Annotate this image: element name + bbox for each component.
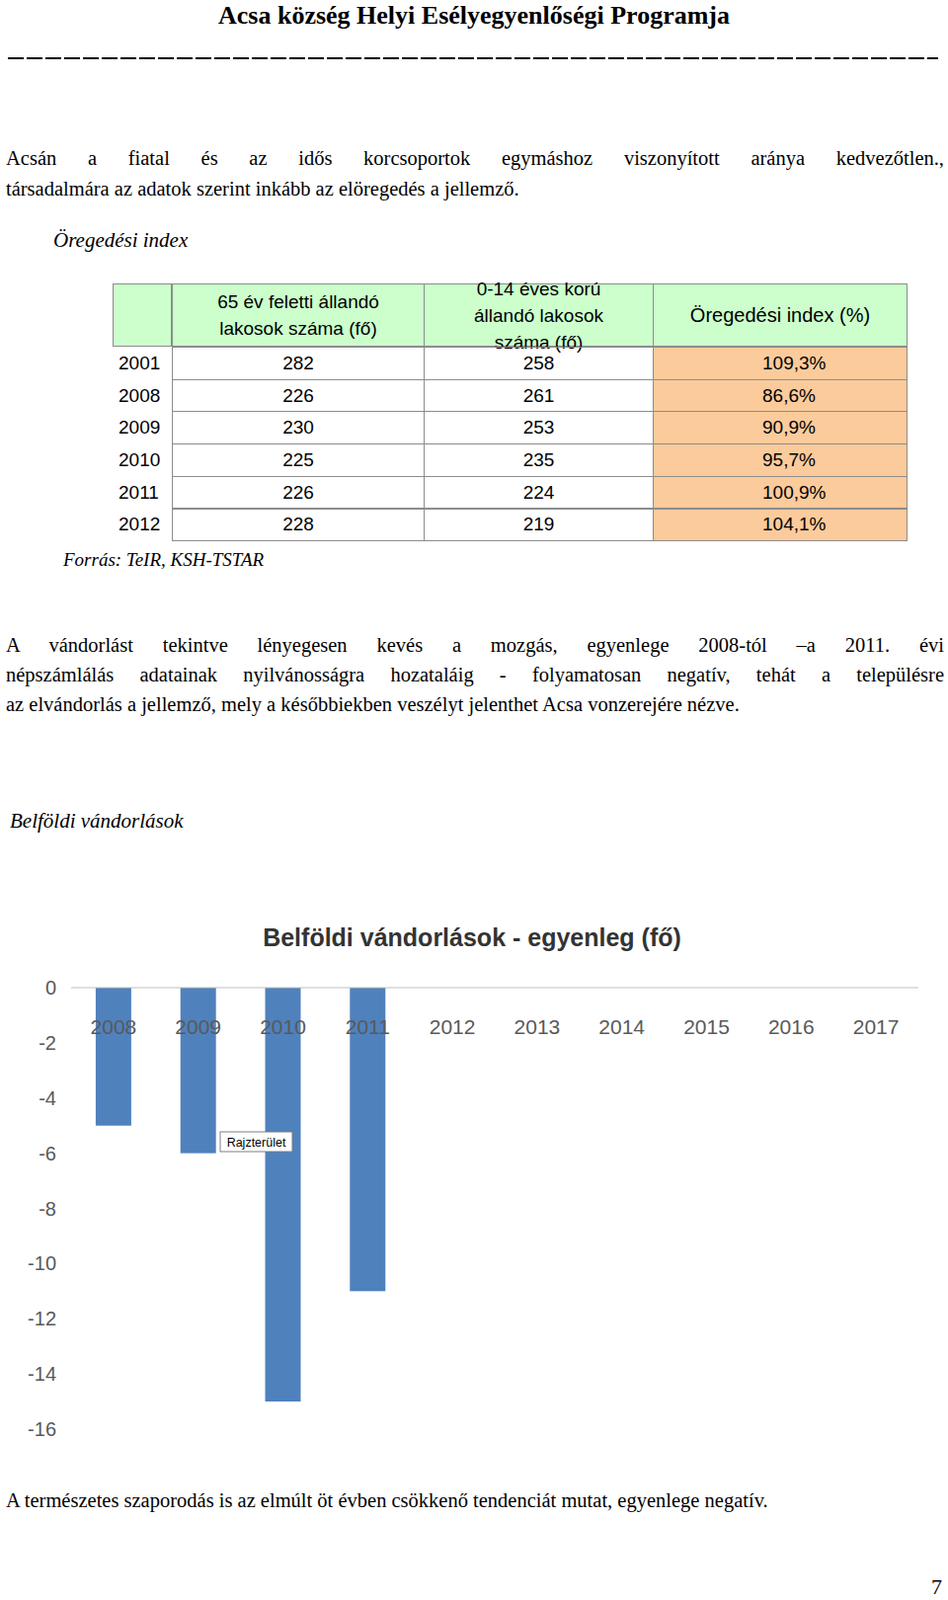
- table-header-cell: Öregedési index (%): [652, 283, 908, 347]
- y-tick-label: -6: [38, 1142, 57, 1165]
- x-tick-label: 2008: [90, 1015, 138, 1038]
- bar: [95, 987, 132, 1126]
- bar: [265, 987, 302, 1402]
- chart: Belföldi vándorlások - egyenleg (fő) -16 -…: [0, 0, 948, 1600]
- table-cell: 226: [171, 475, 425, 510]
- x-tick-label: 2009: [174, 1015, 222, 1038]
- paragraph-line: társadalmára az adatok szerint inkább az…: [5, 173, 520, 204]
- paragraph-line: A természetes szaporodás is az elmúlt öt…: [5, 1485, 769, 1515]
- table-cell: 253: [423, 410, 654, 445]
- tooltip-box: [220, 1131, 293, 1152]
- y-tick-label: -12: [27, 1307, 57, 1330]
- x-tick-label: 2013: [514, 1015, 561, 1038]
- y-tick-label: -2: [38, 1031, 57, 1054]
- table-cell: 2008: [112, 379, 172, 413]
- table-cell: 219: [423, 508, 654, 543]
- paragraph-line: A vándorlást tekintve lényegesen kevés a…: [5, 630, 945, 660]
- y-tick-label: -16: [27, 1418, 57, 1440]
- table-source: Forrás: TeIR, KSH-TSTAR: [63, 547, 264, 573]
- bar: [180, 987, 217, 1154]
- table-cell: 282: [171, 346, 425, 381]
- table-cell: 109,3%: [652, 346, 908, 381]
- table-cell: 95,7%: [652, 443, 908, 477]
- table-cell: 230: [171, 410, 425, 445]
- table-cell: 2010: [112, 443, 172, 477]
- y-tick-label: -8: [38, 1197, 57, 1220]
- paragraph-line: Acsán a fiatal és az idős korcsoportok e…: [5, 143, 945, 173]
- heading: Belföldi vándorlások: [9, 806, 184, 835]
- table-cell: 2001: [112, 346, 172, 381]
- table-cell: 2009: [112, 410, 172, 445]
- table-cell: 86,6%: [652, 379, 908, 413]
- y-tick-label: -4: [38, 1087, 57, 1109]
- page: Acsa község Helyi Esélyegyenlőségi Progr…: [0, 0, 948, 1600]
- table-cell: 226: [171, 379, 425, 413]
- table-header-cell: 65 év feletti állandó lakosok száma (fő): [171, 283, 425, 347]
- axis-line: [71, 987, 919, 989]
- x-tick-label: 2016: [768, 1015, 815, 1038]
- heading: Öregedési index: [53, 226, 188, 254]
- header-rule: [7, 57, 939, 60]
- y-tick-label: -10: [27, 1252, 57, 1274]
- header-title: Acsa község Helyi Esélyegyenlőségi Progr…: [0, 0, 948, 32]
- paragraph-line: az elvándorlás a jellemző, mely a később…: [5, 689, 740, 719]
- y-tick-label: -14: [27, 1362, 57, 1385]
- table-cell: 225: [171, 443, 425, 477]
- table-cell: 261: [423, 379, 654, 413]
- x-tick-label: 2014: [598, 1015, 645, 1038]
- table-cell: 258: [423, 346, 654, 381]
- table-cell: 235: [423, 443, 654, 477]
- table-cell: 2011: [112, 475, 172, 510]
- x-tick-label: 2011: [345, 1015, 391, 1038]
- table-header-cell: 0-14 éves korú állandó lakosok száma (fő…: [423, 283, 654, 347]
- table-cell: 224: [423, 475, 654, 510]
- table-cell: 90,9%: [652, 410, 908, 445]
- table-cell: 228: [171, 508, 425, 543]
- bars: [95, 987, 386, 1402]
- table-cell: 100,9%: [652, 475, 908, 510]
- paragraph-line: népszámlálás adatainak nyilvánosságra ho…: [5, 659, 945, 690]
- x-tick-label: 2010: [259, 1015, 307, 1038]
- y-tick-label: 0: [45, 976, 57, 999]
- table-cell: 104,1%: [652, 508, 908, 543]
- table-cell: 2012: [112, 508, 172, 543]
- x-tick-label: 2012: [429, 1015, 476, 1038]
- page-number: 7: [931, 1574, 943, 1600]
- x-tick-label: 2015: [683, 1015, 730, 1038]
- chart-title: Belföldi vándorlások - egyenleg (fő): [262, 923, 682, 951]
- x-tick-label: 2017: [853, 1015, 900, 1038]
- annotation: Rajzterület: [227, 1135, 287, 1150]
- table-header-cell: [112, 283, 172, 347]
